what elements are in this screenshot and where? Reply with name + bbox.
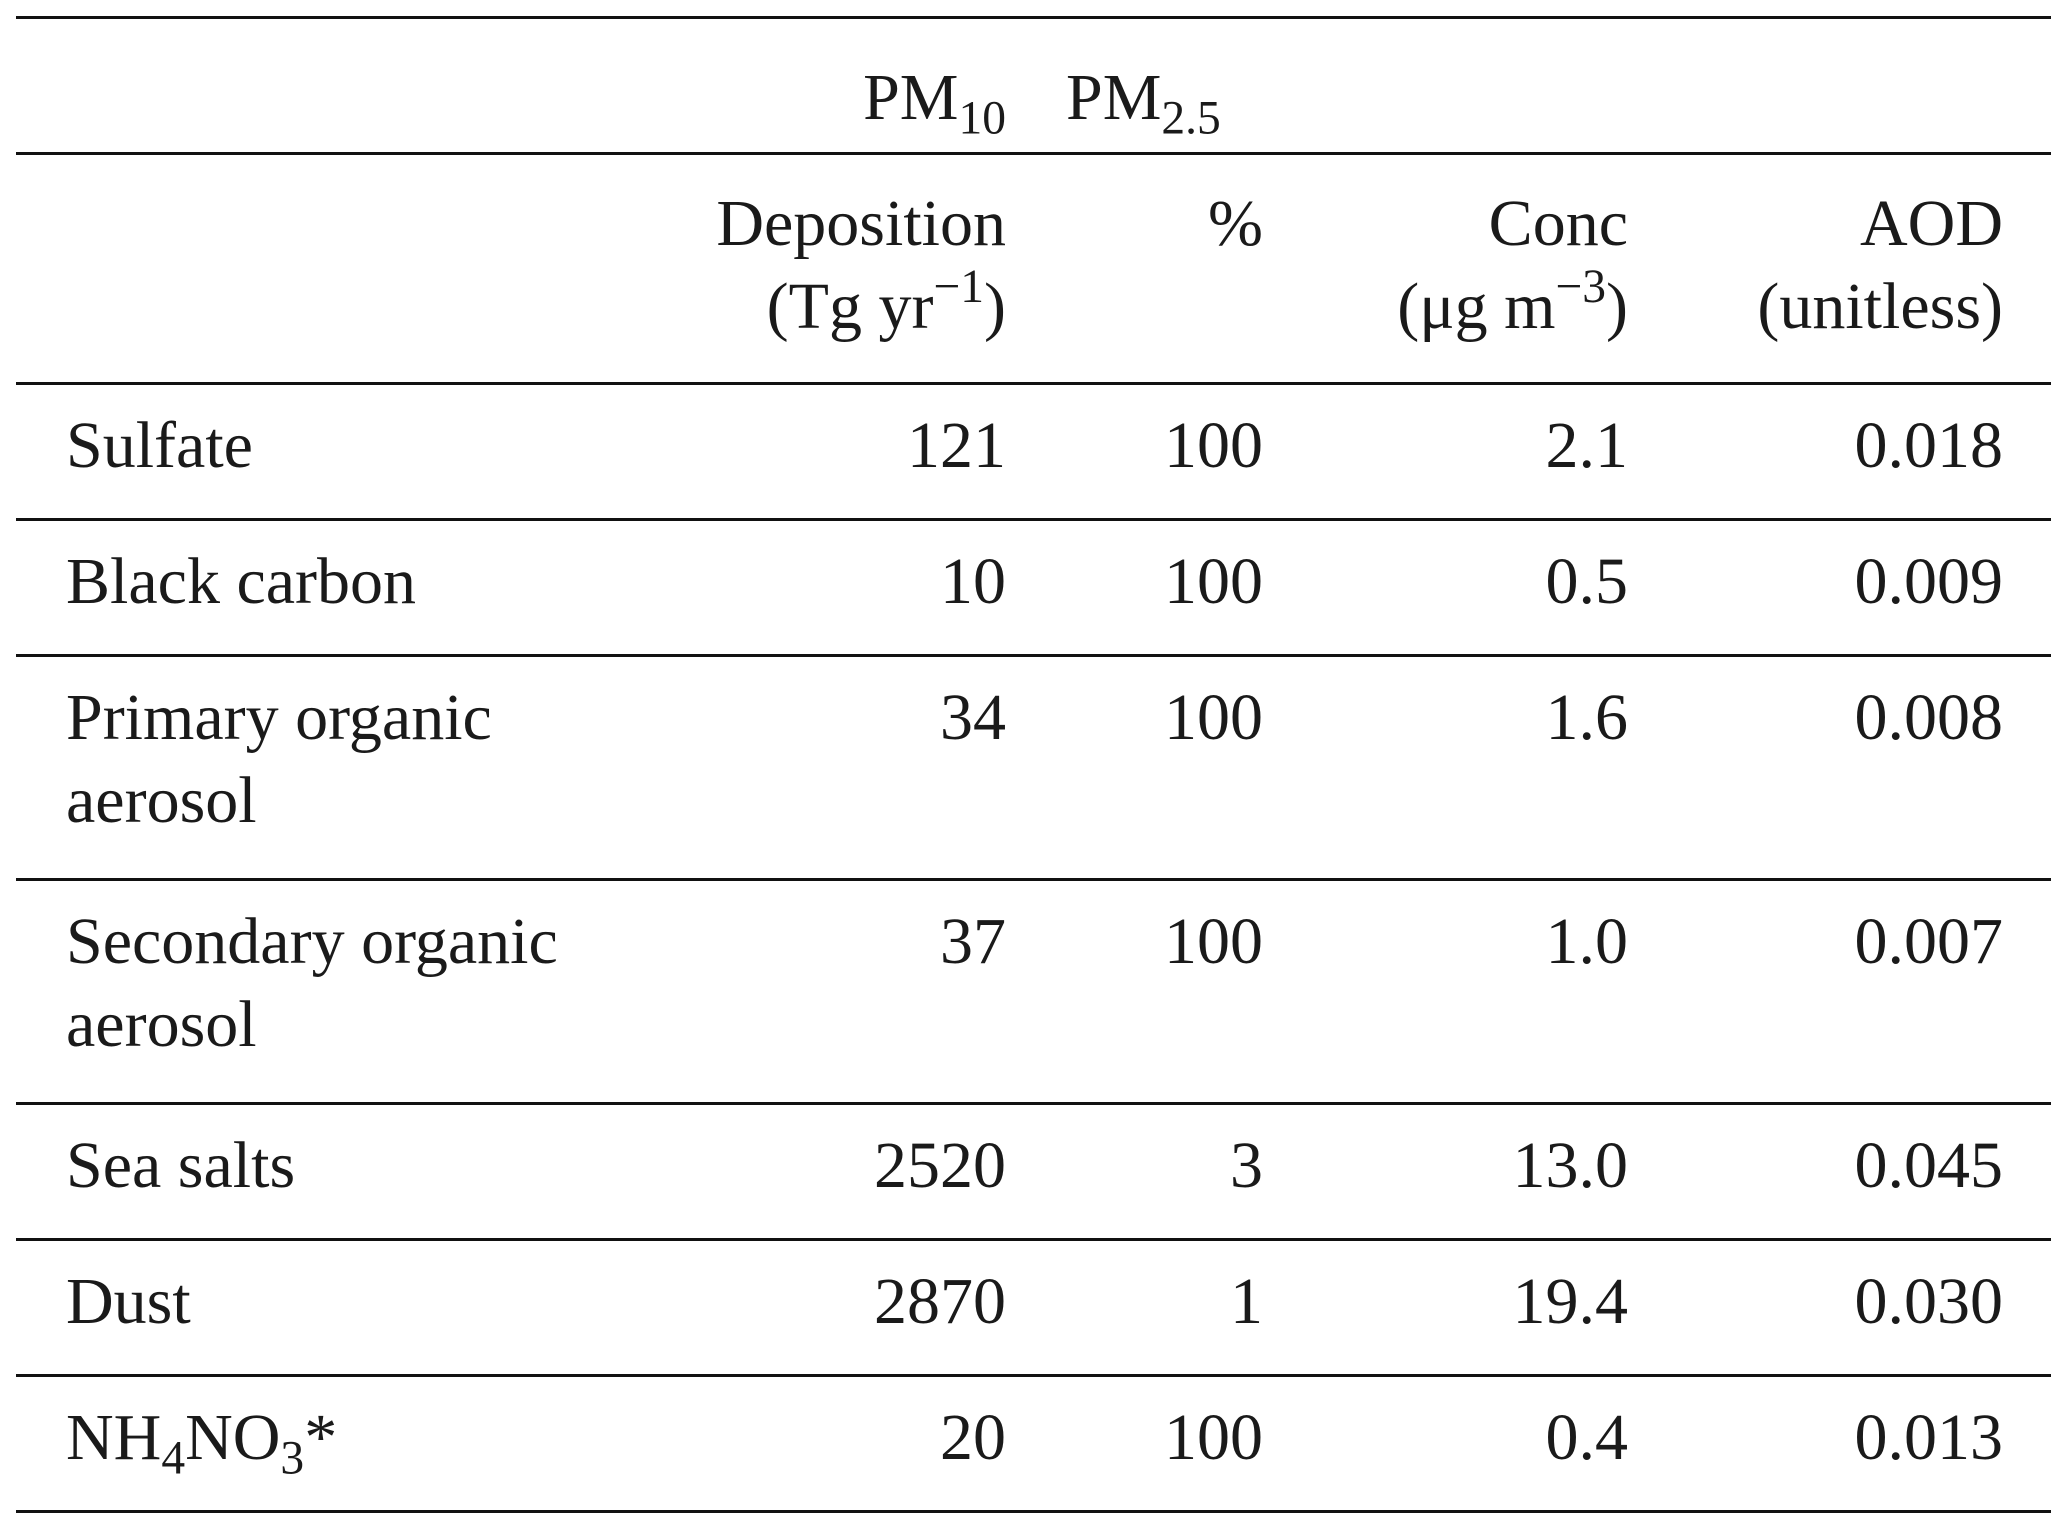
row-label: Secondary organic aerosol [66, 905, 558, 1061]
cell-aod: 0.009 [1854, 545, 2004, 618]
cell-percent: 100 [1164, 905, 1263, 978]
pm10-header: PM10 [701, 16, 1031, 154]
table-row: Primary organic aerosol 34 100 1.6 0.008 [16, 656, 2051, 880]
column-header-percent: % [1208, 187, 1263, 260]
cell-aod: 0.008 [1854, 681, 2004, 754]
cell-deposition: 10 [940, 545, 1006, 618]
row-label: Sulfate [66, 409, 253, 482]
group-header-row: PM10 PM2.5 [16, 16, 2051, 154]
cell-deposition: 2870 [874, 1265, 1006, 1338]
column-header-conc: Conc (μg m−3) [1397, 187, 1628, 343]
cell-conc: 1.0 [1545, 905, 1629, 978]
cell-conc: 2.1 [1545, 409, 1629, 482]
cell-deposition: 37 [940, 905, 1006, 978]
column-header-row: Deposition (Tg yr−1) % Conc (μg m−3) AOD… [16, 154, 2051, 384]
cell-aod: 0.045 [1854, 1129, 2004, 1202]
column-header-deposition: Deposition (Tg yr−1) [716, 187, 1006, 343]
table-row: Secondary organic aerosol 37 100 1.0 0.00… [16, 880, 2051, 1104]
cell-deposition: 34 [940, 681, 1006, 754]
column-header-empty [16, 154, 701, 384]
cell-percent: 100 [1164, 1401, 1263, 1474]
cell-conc: 19.4 [1512, 1265, 1629, 1338]
cell-percent: 100 [1164, 409, 1263, 482]
cell-deposition: 2520 [874, 1129, 1006, 1202]
table-row: Sea salts 2520 3 13.0 0.045 [16, 1104, 2051, 1240]
pm25-header: PM2.5 [1031, 16, 1313, 154]
header-empty-cell [1676, 16, 2051, 154]
header-empty-cell [16, 16, 701, 154]
table-row: Sulfate 121 100 2.1 0.018 [16, 384, 2051, 520]
cell-deposition: 121 [907, 409, 1006, 482]
cell-percent: 100 [1164, 545, 1263, 618]
cell-conc: 13.0 [1512, 1129, 1629, 1202]
cell-percent: 3 [1230, 1129, 1263, 1202]
table-row: Black carbon 10 100 0.5 0.009 [16, 520, 2051, 656]
aerosol-table-container: PM10 PM2.5 Deposition (Tg yr−1) % Conc (… [16, 16, 2051, 1513]
aerosol-table: PM10 PM2.5 Deposition (Tg yr−1) % Conc (… [16, 16, 2051, 1513]
cell-aod: 0.007 [1854, 905, 2004, 978]
cell-conc: 0.5 [1545, 545, 1629, 618]
cell-percent: 100 [1164, 681, 1263, 754]
cell-percent: 1 [1230, 1265, 1263, 1338]
cell-deposition: 20 [940, 1401, 1006, 1474]
row-label: Dust [66, 1265, 191, 1338]
cell-aod: 0.013 [1854, 1401, 2004, 1474]
cell-conc: 1.6 [1545, 681, 1629, 754]
table-row: Dust 2870 1 19.4 0.030 [16, 1240, 2051, 1376]
row-label: Primary organic aerosol [66, 681, 492, 837]
cell-aod: 0.030 [1854, 1265, 2004, 1338]
table-row: NH4NO3* 20 100 0.4 0.013 [16, 1376, 2051, 1512]
cell-aod: 0.018 [1854, 409, 2004, 482]
row-label: Black carbon [66, 545, 417, 618]
header-empty-cell [1313, 16, 1676, 154]
column-header-aod: AOD (unitless) [1757, 187, 2003, 343]
row-label: Sea salts [66, 1129, 296, 1202]
cell-conc: 0.4 [1545, 1401, 1629, 1474]
row-label: NH4NO3* [66, 1401, 338, 1485]
